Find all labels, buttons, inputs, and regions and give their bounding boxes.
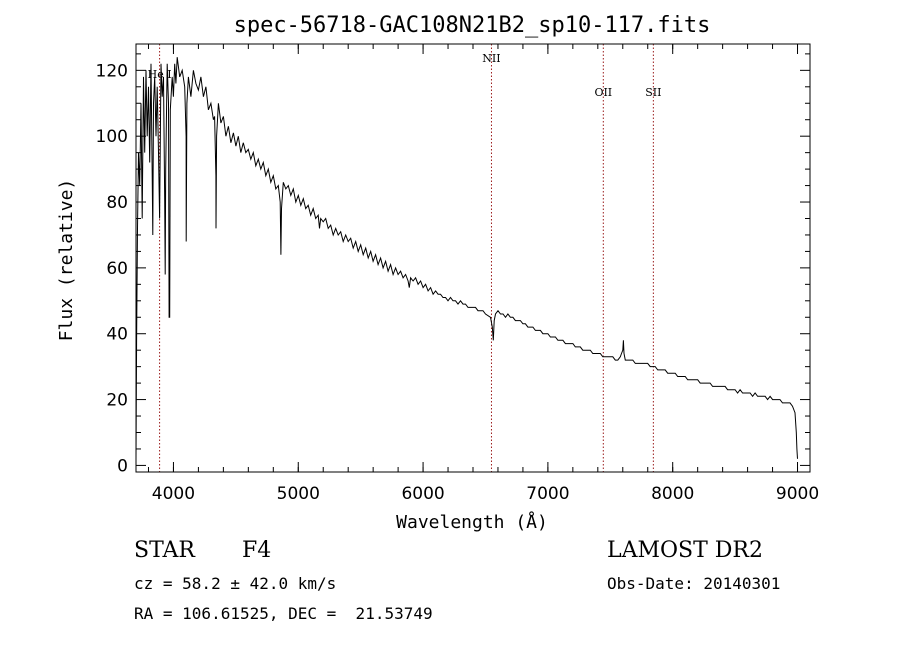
- marker-label: OII: [594, 86, 612, 99]
- y-axis-ticks: 0 20 40 60 80 100 120: [96, 53, 810, 476]
- chart-title: spec-56718-GAC108N21B2_sp10-117.fits: [234, 13, 711, 38]
- marker-label: NII: [482, 52, 500, 65]
- emission-line-markers: He I NII OII SII: [148, 44, 661, 472]
- x-tick-label: 4000: [152, 484, 195, 504]
- redshift-velocity: cz = 58.2 ± 42.0 km/s: [134, 574, 337, 593]
- y-tick-label: 120: [96, 61, 128, 81]
- y-tick-label: 20: [106, 391, 128, 411]
- y-axis-label: Flux (relative): [56, 179, 77, 342]
- x-axis-ticks: 4000 5000 6000 7000 8000 9000: [147, 44, 819, 504]
- survey-name: LAMOST DR2: [607, 538, 763, 563]
- x-axis-label: Wavelength (Å): [396, 511, 548, 533]
- marker-label: He I: [148, 68, 172, 81]
- sky-coordinates: RA = 106.61525, DEC = 21.53749: [134, 604, 433, 623]
- x-tick-label: 7000: [526, 484, 569, 504]
- y-tick-label: 100: [96, 127, 128, 147]
- object-subclass: F4: [242, 538, 272, 563]
- x-tick-label: 6000: [401, 484, 444, 504]
- y-tick-label: 60: [106, 259, 128, 279]
- object-class: STAR: [134, 538, 195, 563]
- x-tick-label: 8000: [651, 484, 694, 504]
- y-tick-label: 0: [117, 456, 128, 476]
- observation-date: Obs-Date: 20140301: [607, 574, 781, 593]
- y-tick-label: 80: [106, 193, 128, 213]
- x-tick-label: 5000: [277, 484, 320, 504]
- x-tick-label: 9000: [776, 484, 819, 504]
- marker-label: SII: [645, 86, 661, 99]
- y-tick-label: 40: [106, 325, 128, 345]
- plot-frame: [135, 43, 811, 473]
- flux-series-line: [135, 57, 798, 459]
